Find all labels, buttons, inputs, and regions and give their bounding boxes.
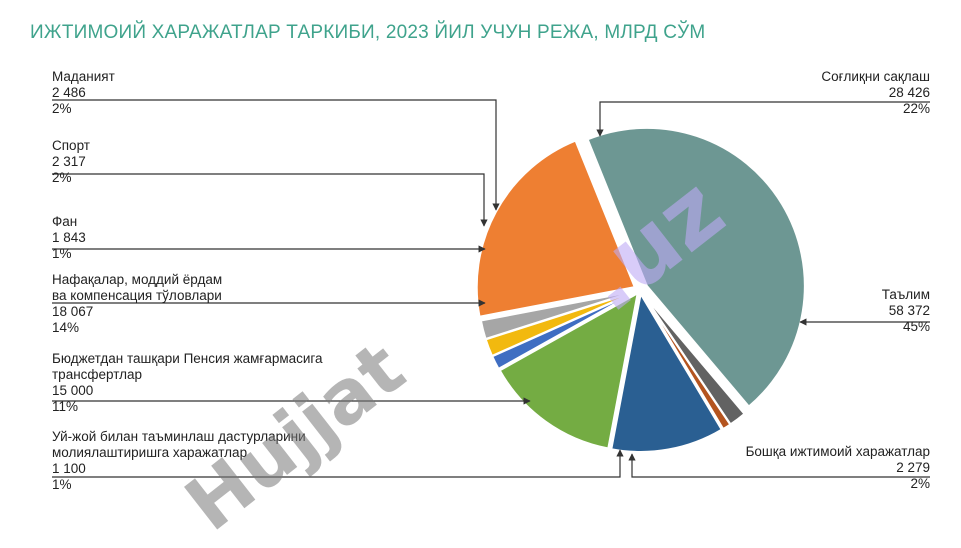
leader-line: [628, 453, 930, 478]
slice-label: Бошқа ижтимоий харажатлар 2 279 2%: [746, 444, 930, 492]
slice-percent: 2%: [910, 476, 930, 491]
slice-label-name: Нафақалар, моддий ёрдам: [52, 272, 223, 287]
leader-line: [596, 101, 930, 137]
slice-value: 1 100: [52, 461, 86, 476]
slice-percent: 45%: [902, 319, 930, 334]
slice-label: Фан 1 843 1%: [52, 214, 86, 262]
slice-value: 15 000: [52, 383, 94, 398]
slice-percent: 2%: [52, 101, 72, 116]
slice-percent: 22%: [902, 101, 930, 116]
slice-label: Спорт 2 317 2%: [52, 138, 90, 186]
slice-label: Соғлиқни сақлаш 28 426 22%: [821, 69, 930, 117]
slice-value: 2 317: [52, 154, 86, 169]
slice-value: 58 372: [888, 303, 930, 318]
slice-label: Нафақалар, моддий ёрдам ва компенсация тў…: [52, 272, 222, 336]
slice-label: Уй-жой билан таъминлаш дастурларини молия…: [52, 429, 306, 493]
pie-slice: [586, 126, 806, 408]
leader-line: [52, 99, 500, 211]
slice-label-name: ва компенсация тўловлари: [52, 288, 222, 303]
slice-label: Маданият 2 486 2%: [52, 69, 115, 117]
slice-percent: 1%: [52, 477, 72, 492]
slice-label-name: Бошқа ижтимоий харажатлар: [745, 444, 930, 459]
slice-label-name: трансфертлар: [52, 367, 143, 382]
slice-label: Бюджетдан ташқари Пенсия жамғармасига тра…: [52, 351, 323, 415]
slice-value: 18 067: [52, 304, 94, 319]
slice-label-name: Уй-жой билан таъминлаш дастурларини: [52, 429, 306, 444]
slice-label-name: Маданият: [52, 69, 115, 84]
slice-label-name: Соғлиқни сақлаш: [821, 69, 930, 84]
leader-line: [52, 173, 488, 227]
slice-value: 2 486: [52, 85, 86, 100]
pie-slice: [479, 290, 637, 341]
slice-label-name: Фан: [52, 214, 78, 229]
slice-percent: 1%: [52, 246, 72, 261]
pie-slice: [641, 292, 732, 431]
slice-value: 1 843: [52, 230, 86, 245]
slice-label-name: Бюджетдан ташқари Пенсия жамғармасига: [52, 351, 323, 366]
slice-value: 2 279: [896, 460, 930, 475]
slice-percent: 11%: [52, 399, 79, 414]
leader-line: [52, 449, 624, 478]
slice-label-name: Таълим: [881, 287, 930, 302]
slice-label-name: Спорт: [52, 138, 90, 153]
pie-slice: [498, 291, 640, 450]
slice-label-name: молиялаштиришга харажатлар: [52, 445, 248, 460]
slice-value: 28 426: [888, 85, 930, 100]
chart-title: ИЖТИМОИЙ ХАРАЖАТЛАР ТАРКИБИ, 2023 ЙИЛ УЧ…: [30, 22, 706, 43]
slice-percent: 14%: [52, 320, 80, 335]
pie-slice: [475, 139, 637, 318]
slice-percent: 2%: [52, 170, 72, 185]
slice-label: Таълим 58 372 45%: [882, 287, 930, 335]
